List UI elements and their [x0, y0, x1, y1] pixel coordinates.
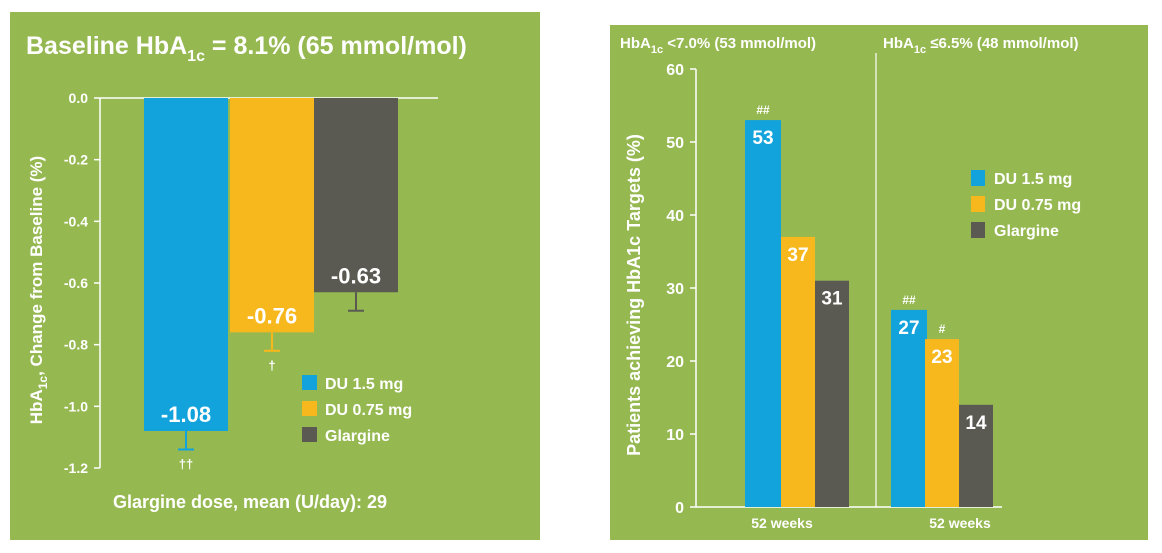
legend-label: Glargine — [325, 428, 390, 445]
y-tick-label: -0.4 — [64, 213, 88, 229]
group-header-2: HbA1c ≤6.5% (48 mmol/mol) — [883, 35, 1079, 56]
legend: DU 1.5 mg DU 0.75 mg Glargine — [302, 375, 412, 445]
significance-marker: †† — [179, 457, 193, 472]
legend: DU 1.5 mg DU 0.75 mg Glargine — [971, 170, 1081, 240]
legend-swatch — [302, 427, 317, 442]
bar-glargine — [959, 404, 993, 507]
significance-marker: † — [268, 358, 275, 373]
legend-swatch — [971, 222, 985, 238]
significance-marker: ## — [902, 293, 916, 307]
legend-label: Glargine — [994, 223, 1059, 240]
legend-label: DU 0.75 mg — [994, 197, 1081, 214]
legend-swatch — [971, 196, 985, 212]
y-tick-label: -1.0 — [64, 398, 88, 414]
y-axis-label: Patients achieving HbA1c Targets (%) — [624, 134, 644, 456]
legend-label: DU 1.5 mg — [994, 171, 1072, 188]
significance-marker: ## — [756, 103, 770, 117]
bar-du-1-5-mg — [891, 309, 927, 507]
y-axis-label: HbA1c, Change from Baseline (%) — [27, 156, 50, 424]
y-tick-label: 40 — [666, 208, 684, 225]
x-group-label: 52 weeks — [929, 515, 991, 531]
right-chart-panel: HbA1c <7.0% (53 mmol/mol) HbA1c ≤6.5% (4… — [610, 25, 1148, 540]
y-tick-label: 30 — [666, 281, 684, 298]
data-label: -0.63 — [331, 263, 381, 288]
hba1c-change-chart: Baseline HbA1c = 8.1% (65 mmol/mol) HbA1… — [26, 32, 467, 512]
legend-swatch — [302, 401, 317, 416]
bar-glargine — [314, 98, 398, 293]
legend-label: DU 0.75 mg — [325, 402, 412, 419]
y-tick-label: 20 — [666, 354, 684, 371]
y-tick-label: 10 — [666, 427, 684, 444]
legend-label: DU 1.5 mg — [325, 376, 403, 393]
hba1c-targets-chart: HbA1c <7.0% (53 mmol/mol) HbA1c ≤6.5% (4… — [620, 35, 1081, 531]
bar-du-0-75-mg — [781, 236, 815, 507]
bar-du-0-75-mg — [925, 339, 959, 507]
data-label: 31 — [821, 289, 843, 310]
group-header-1: HbA1c <7.0% (53 mmol/mol) — [620, 35, 816, 56]
legend-swatch — [302, 375, 317, 390]
bar-du-1-5-mg — [144, 98, 228, 431]
data-label: 14 — [965, 413, 987, 434]
y-tick-label: -0.2 — [64, 152, 88, 168]
bar-du-0-75-mg — [230, 98, 314, 333]
legend-swatch — [971, 170, 985, 186]
y-tick-label: 0.0 — [69, 90, 89, 106]
left-chart-panel: Baseline HbA1c = 8.1% (65 mmol/mol) HbA1… — [10, 12, 540, 540]
y-tick-label: -0.6 — [64, 275, 88, 291]
significance-marker: # — [939, 322, 946, 336]
bar-du-1-5-mg — [745, 120, 781, 507]
data-label: 27 — [898, 318, 919, 339]
chart-title: Baseline HbA1c = 8.1% (65 mmol/mol) — [26, 32, 467, 65]
data-label: 53 — [752, 128, 773, 149]
data-label: -1.08 — [161, 402, 211, 427]
y-tick-label: 50 — [666, 135, 684, 152]
x-group-label: 52 weeks — [751, 515, 813, 531]
y-tick-label: -1.2 — [64, 460, 88, 476]
y-tick-label: -0.8 — [64, 337, 88, 353]
bar-glargine — [815, 280, 849, 507]
data-label: 37 — [787, 245, 808, 266]
data-label: 23 — [931, 347, 952, 368]
bars: -1.08 †† -0.76 † -0.63 — [144, 98, 398, 472]
data-label: -0.76 — [247, 303, 297, 328]
bars: 53 ## 37 31 52 weeks 27 ## 23 #14 52 weeks — [745, 103, 993, 531]
y-tick-label: 60 — [666, 62, 684, 79]
y-tick-label: 0 — [675, 500, 684, 517]
glargine-dose-footnote: Glargine dose, mean (U/day): 29 — [113, 492, 387, 512]
